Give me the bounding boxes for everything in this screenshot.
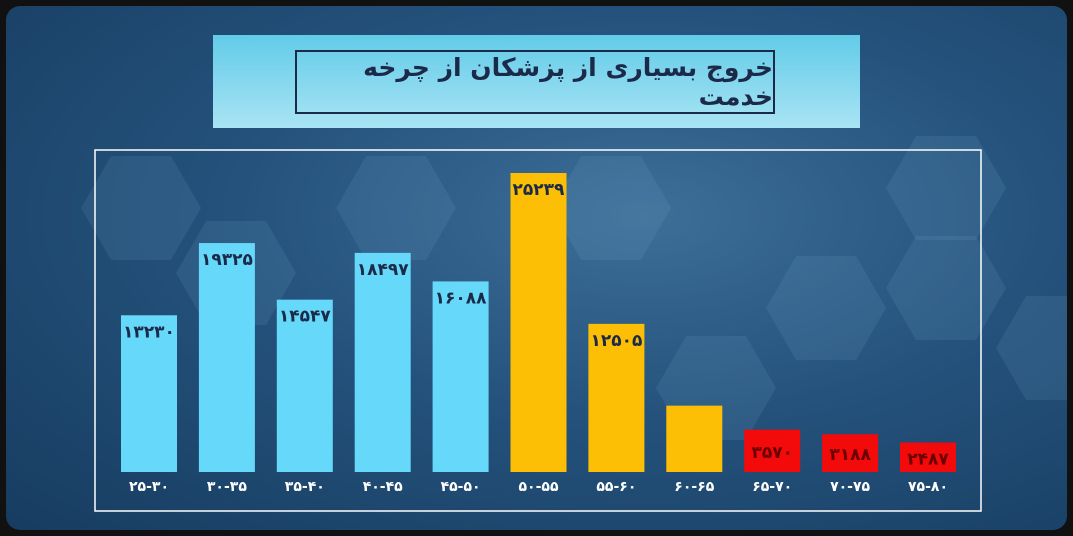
bar-3 [354,252,411,472]
bar-9 [822,434,879,472]
x-tick-label: ۷۰-۷۵ [830,479,870,495]
data-label: ۳۱۸۸ [829,445,871,465]
bar-5 [510,173,567,472]
bar-6 [588,323,645,472]
bar-8 [744,429,801,472]
data-label: ۱۴۵۴۷ [279,307,332,327]
title-box: خروج بسیاری از پزشکان از چرخه خدمت [295,50,775,114]
data-label: ۱۶۰۸۸ [435,288,488,308]
data-label: ۳۵۷۰ [751,443,793,463]
bar-7 [666,405,723,472]
title-panel: خروج بسیاری از پزشکان از چرخه خدمت [213,35,860,128]
x-tick-label: ۶۵-۷۰ [752,479,792,495]
bar-10 [900,442,956,472]
bar-1 [198,243,255,472]
bar-0 [121,315,177,472]
x-tick-label: ۴۰-۴۵ [363,479,403,495]
x-tick-label: ۵۰-۵۵ [519,479,559,495]
chart-title: خروج بسیاری از پزشکان از چرخه خدمت [363,53,773,111]
data-label: ۲۴۸۷ [907,449,949,469]
x-tick-label: ۳۵-۴۰ [285,479,325,495]
data-label: ۲۵۲۳۹ [513,180,566,200]
bar-2 [276,299,333,472]
test-tube-hexagon-decoration [766,256,886,360]
data-label: ۱۹۳۲۵ [201,250,253,270]
x-tick-label: ۴۵-۵۰ [441,479,481,495]
x-tick-label: ۲۵-۳۰ [129,479,169,495]
x-tick-label: ۶۰-۶۵ [674,479,714,495]
x-tick-label: ۷۵-۸۰ [908,479,948,495]
infographic-screen: خروج بسیاری از پزشکان از چرخه خدمت [6,6,1067,530]
bar-4 [432,281,489,472]
x-tick-label: ۵۵-۶۰ [596,479,636,495]
data-label: ۱۲۵۰۵ [590,331,642,351]
data-label: ۱۸۴۹۷ [357,260,410,280]
data-label: ۱۳۲۳۰ [123,322,175,342]
chart-frame [94,149,982,512]
x-tick-label: ۳۰-۳۵ [207,479,247,495]
